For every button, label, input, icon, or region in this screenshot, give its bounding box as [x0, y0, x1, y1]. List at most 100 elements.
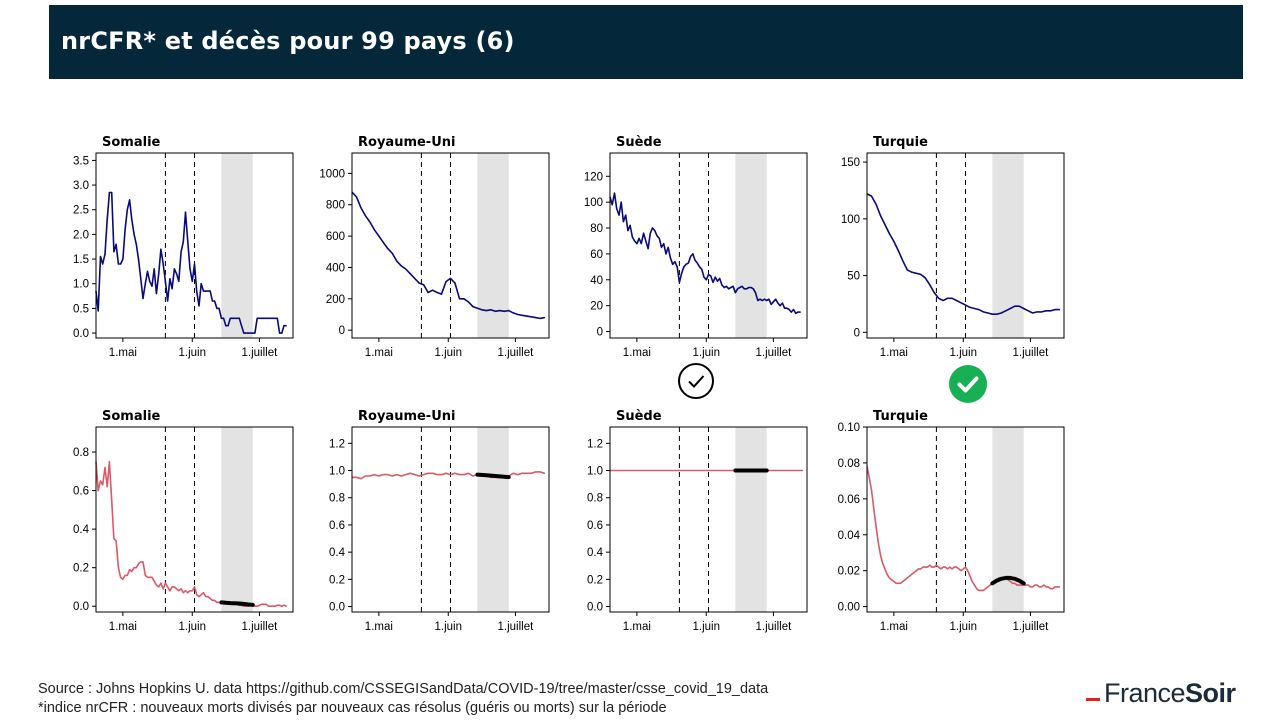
- data-point: [730, 286, 732, 289]
- data-point: [205, 596, 207, 598]
- data-point: [129, 569, 131, 571]
- data-point: [895, 582, 897, 584]
- data-point: [99, 480, 102, 482]
- data-point: [667, 246, 669, 248]
- data-point: [216, 307, 218, 309]
- data-point: [982, 589, 985, 592]
- data-point: [281, 332, 283, 334]
- data-point: [886, 573, 888, 575]
- y-tick-label: 80: [590, 223, 603, 235]
- data-point: [263, 603, 265, 605]
- data-point: [211, 300, 213, 302]
- x-tick-label: 1.juillet: [756, 621, 793, 633]
- y-tick-label: 0.6: [73, 486, 89, 498]
- data-point: [400, 265, 402, 267]
- data-point: [122, 258, 124, 260]
- chart-title: Suède: [616, 135, 662, 150]
- data-point: [535, 471, 537, 473]
- x-tick-label: 1.mai: [365, 347, 393, 359]
- data-point: [1045, 586, 1047, 588]
- shaded-window: [735, 427, 767, 612]
- footer: Source : Johns Hopkins U. data https://g…: [38, 680, 768, 718]
- x-tick-label: 1.mai: [880, 621, 908, 633]
- data-point: [960, 570, 962, 572]
- data-point: [971, 580, 973, 583]
- data-point: [967, 570, 969, 572]
- y-tick-label: 0.4: [73, 524, 90, 536]
- data-point: [220, 317, 222, 319]
- data-point: [153, 268, 155, 270]
- data-point: [169, 590, 171, 592]
- data-point: [978, 309, 980, 311]
- data-point: [698, 266, 701, 268]
- data-point: [173, 268, 175, 270]
- data-point: [276, 317, 278, 319]
- data-point: [481, 309, 483, 311]
- data-point: [187, 241, 189, 243]
- x-tick-label: 1.juillet: [1013, 347, 1050, 359]
- x-tick-label: 1.juillet: [498, 347, 535, 359]
- data-point: [716, 280, 719, 282]
- data-point: [893, 240, 895, 243]
- data-point: [526, 315, 528, 317]
- data-point: [900, 582, 902, 584]
- data-point: [418, 282, 420, 284]
- data-point: [140, 561, 142, 563]
- chart-title: Royaume-Uni: [358, 135, 455, 150]
- data-point: [503, 310, 505, 312]
- x-tick-label: 1.mai: [109, 621, 137, 633]
- data-point: [920, 273, 922, 275]
- data-point: [947, 297, 949, 299]
- data-point: [149, 280, 151, 282]
- data-point: [494, 310, 496, 312]
- data-point: [728, 288, 730, 290]
- data-point: [985, 588, 987, 590]
- data-point: [200, 283, 202, 285]
- data-point: [875, 525, 877, 527]
- data-point: [681, 272, 683, 274]
- data-point: [243, 332, 245, 334]
- data-point: [982, 311, 985, 313]
- francesoir-logo: FranceSoir: [1086, 678, 1236, 709]
- data-point: [721, 284, 723, 286]
- data-point: [1027, 584, 1029, 586]
- data-point: [142, 561, 144, 563]
- data-point: [926, 566, 929, 568]
- data-point: [530, 316, 532, 318]
- data-point: [1056, 586, 1058, 588]
- data-point: [784, 307, 786, 309]
- data-point: [761, 299, 763, 302]
- data-point: [705, 279, 707, 281]
- data-point: [799, 311, 801, 313]
- data-point: [97, 490, 99, 492]
- data-point: [115, 540, 117, 542]
- data-point: [272, 317, 274, 319]
- data-point: [449, 277, 452, 279]
- data-point: [931, 566, 933, 568]
- data-point: [1041, 311, 1043, 313]
- data-point: [162, 588, 164, 590]
- data-point: [423, 284, 425, 286]
- data-point: [658, 237, 660, 239]
- y-tick-label: 1.0: [73, 279, 89, 291]
- data-point: [1020, 584, 1023, 586]
- shaded-window: [477, 427, 509, 612]
- data-point: [719, 277, 721, 280]
- data-point: [214, 300, 216, 302]
- data-point: [196, 594, 198, 596]
- data-point: [364, 475, 366, 477]
- data-point: [191, 280, 193, 282]
- data-point: [263, 317, 265, 319]
- data-point: [1016, 584, 1018, 586]
- data-point: [252, 332, 254, 334]
- data-point: [1052, 588, 1054, 590]
- x-tick-label: 1.juillet: [242, 347, 279, 359]
- data-point: [238, 317, 240, 319]
- data-point: [696, 262, 698, 264]
- data-point: [198, 305, 200, 307]
- data-point: [888, 233, 891, 235]
- y-tick-label: 0.0: [329, 602, 345, 614]
- data-point: [535, 317, 537, 319]
- data-point: [173, 586, 175, 588]
- data-point: [897, 250, 899, 252]
